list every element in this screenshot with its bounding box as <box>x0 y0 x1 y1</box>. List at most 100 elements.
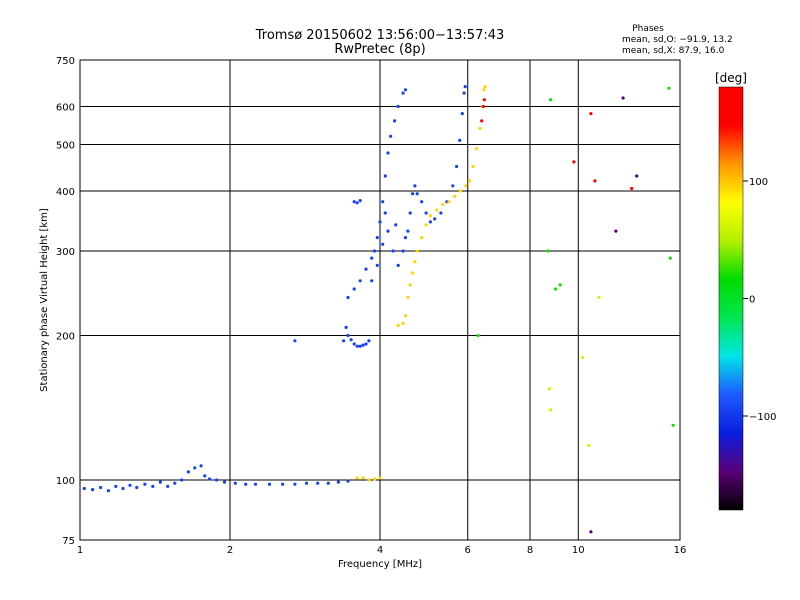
data-point <box>336 480 340 484</box>
data-point <box>424 223 428 227</box>
x-tick-label: 16 <box>674 545 687 556</box>
data-point <box>383 174 387 178</box>
data-point <box>482 98 486 102</box>
data-point <box>349 338 353 342</box>
data-point <box>460 112 464 116</box>
data-point <box>135 485 139 490</box>
data-points <box>82 85 675 534</box>
data-point <box>480 119 484 123</box>
data-point <box>358 344 362 348</box>
data-point <box>215 478 219 482</box>
data-point <box>342 339 346 343</box>
data-point <box>587 443 591 448</box>
legend-line-o: mean, sd,O: −91.9, 13.2 <box>622 35 733 45</box>
data-point <box>396 323 400 327</box>
data-point <box>244 482 248 486</box>
data-point <box>121 486 125 491</box>
data-point <box>408 283 412 287</box>
colorbar-tick-label: 100 <box>749 177 768 188</box>
data-point <box>415 249 419 253</box>
colorbar-tick-label: 0 <box>749 295 755 306</box>
data-point <box>481 104 485 109</box>
data-point <box>467 179 472 183</box>
data-point <box>378 476 382 480</box>
data-point <box>458 138 462 142</box>
data-point <box>367 339 371 343</box>
data-point <box>630 186 634 191</box>
data-point <box>546 249 550 253</box>
data-point <box>375 236 379 240</box>
data-point <box>361 476 365 480</box>
y-tick-label: 750 <box>56 56 75 67</box>
data-point <box>433 217 437 221</box>
x-tick-label: 1 <box>77 545 83 556</box>
data-point <box>166 484 170 488</box>
data-point <box>346 333 350 338</box>
data-point <box>358 199 362 203</box>
data-point <box>668 256 672 260</box>
data-point <box>233 481 237 485</box>
data-point <box>581 355 585 360</box>
data-point <box>346 479 350 483</box>
data-point <box>364 342 368 346</box>
data-point <box>589 530 593 534</box>
colorbar-tick-label: −100 <box>749 412 776 423</box>
x-tick-label: 10 <box>572 545 585 556</box>
data-point <box>391 249 395 253</box>
data-point <box>82 486 86 491</box>
data-point <box>403 314 408 318</box>
data-point <box>91 488 95 492</box>
data-point <box>597 295 601 300</box>
data-point <box>471 164 475 169</box>
data-point <box>386 229 390 233</box>
data-point <box>478 126 482 131</box>
colorbar-gradient <box>718 86 744 511</box>
data-point <box>435 208 439 212</box>
data-point <box>367 478 371 482</box>
data-point <box>589 112 593 116</box>
data-point <box>352 342 356 346</box>
data-point <box>158 480 162 484</box>
data-point <box>401 91 405 95</box>
legend-line-x: mean, sd,X: 87.9, 16.0 <box>622 46 725 56</box>
colorbar: [deg] 100 0 −100 <box>715 71 776 511</box>
data-point <box>326 481 330 485</box>
data-point <box>389 134 393 138</box>
data-point <box>667 86 671 90</box>
grid <box>80 60 680 540</box>
y-tick-label: 75 <box>62 536 75 547</box>
data-point <box>424 211 428 215</box>
data-point <box>316 481 320 485</box>
data-point <box>451 184 455 188</box>
data-point <box>370 256 374 260</box>
y-tick-label: 600 <box>56 103 75 114</box>
data-point <box>394 223 398 227</box>
data-point <box>396 263 400 267</box>
data-point <box>428 220 432 224</box>
data-point <box>462 91 466 95</box>
data-point <box>293 339 297 343</box>
y-axis-label: Stationary phase Virtual Height [km] <box>39 208 50 392</box>
data-point <box>406 229 410 233</box>
legend-title: Phases <box>632 24 664 34</box>
data-point <box>458 189 462 193</box>
colorbar-label: [deg] <box>715 71 747 85</box>
data-point <box>635 174 639 178</box>
data-point <box>372 477 377 481</box>
data-point <box>186 470 190 474</box>
data-point <box>464 184 468 188</box>
x-tick-label: 8 <box>527 545 533 556</box>
data-point <box>671 423 675 427</box>
data-point <box>281 482 285 486</box>
data-point <box>411 271 415 275</box>
data-point <box>403 236 408 240</box>
data-point <box>553 287 558 291</box>
y-tick-label: 200 <box>56 332 75 343</box>
data-point <box>381 200 385 204</box>
data-point <box>621 96 625 100</box>
data-point <box>396 104 400 109</box>
data-point <box>453 194 457 198</box>
data-point <box>364 267 368 271</box>
data-point <box>441 202 445 207</box>
data-point <box>355 201 359 205</box>
